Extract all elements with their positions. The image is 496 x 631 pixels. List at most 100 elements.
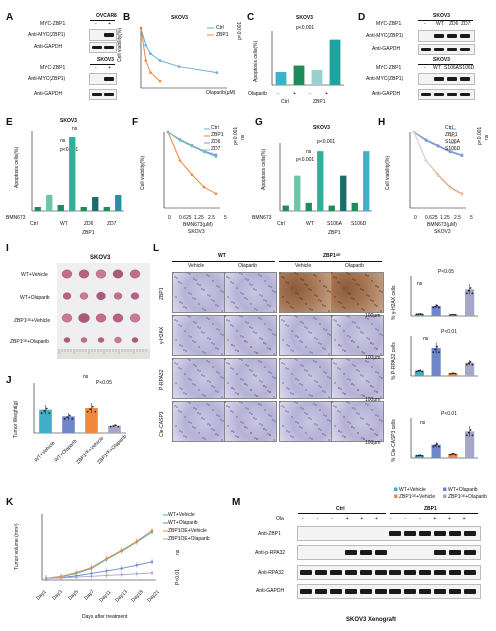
k-ns: ns	[175, 549, 181, 555]
m-band-2-3	[344, 570, 357, 575]
nucleus	[208, 275, 210, 277]
nucleus	[203, 418, 205, 420]
nucleus	[328, 396, 330, 398]
nucleus	[331, 272, 333, 274]
nucleus	[333, 276, 335, 278]
nucleus	[339, 368, 341, 370]
nucleus	[310, 418, 312, 420]
dot-3-2	[469, 287, 472, 289]
nucleus	[202, 394, 204, 396]
nucleus	[180, 368, 182, 370]
nucleus	[226, 276, 228, 278]
m-sign-3: +	[345, 516, 349, 522]
nucleus	[290, 306, 292, 308]
m-band-2-11	[463, 570, 476, 575]
nucleus	[237, 393, 239, 395]
nucleus	[323, 371, 325, 373]
nucleus	[206, 274, 208, 276]
f-ns: ns	[240, 134, 246, 140]
g-title: SKOV3	[313, 125, 330, 131]
nucleus	[198, 389, 200, 391]
nucleus	[315, 404, 317, 406]
f-legend-zd6: ZD6	[211, 139, 221, 145]
nucleus	[272, 333, 274, 335]
nucleus	[322, 390, 324, 392]
h-legend-s106d: S106D	[445, 146, 461, 152]
l-col-2: Olaparib	[238, 263, 257, 269]
dot-2-2	[91, 405, 94, 408]
e-group-zd7: ZD7	[107, 221, 117, 227]
nucleus	[240, 378, 242, 380]
l-col-4: Olaparib	[345, 263, 364, 269]
data-point-3-3	[448, 186, 452, 190]
nucleus	[314, 380, 316, 382]
nucleus	[287, 368, 289, 370]
nucleus	[308, 288, 310, 290]
nucleus	[320, 386, 322, 388]
nucleus	[376, 391, 378, 393]
nucleus	[291, 373, 293, 375]
nucleus	[221, 396, 223, 398]
nucleus	[347, 421, 349, 423]
nucleus	[269, 434, 271, 436]
nucleus	[268, 414, 270, 416]
ihc-image-0-1	[224, 272, 277, 313]
nucleus	[261, 295, 263, 297]
nucleus	[318, 385, 320, 387]
k-legend-3: ZBP1OE+Vehicle	[168, 528, 207, 534]
ihc-image-3-2	[279, 401, 332, 442]
k-xtick-4: Day7	[83, 589, 96, 602]
nucleus	[218, 329, 220, 331]
nucleus	[192, 383, 194, 385]
nucleus	[236, 287, 238, 289]
nucleus	[263, 385, 265, 387]
f-legend-zd7: ZD7	[211, 146, 221, 152]
nucleus	[226, 405, 228, 407]
panel-label-b: B	[123, 12, 131, 23]
nucleus	[263, 342, 265, 344]
nucleus	[253, 288, 255, 290]
nucleus	[207, 337, 209, 339]
nucleus	[265, 300, 267, 302]
d-blot-3	[418, 73, 475, 85]
series-line-1	[45, 561, 153, 579]
bar-2	[85, 408, 98, 433]
nucleus	[372, 429, 374, 431]
ihc-image-3-1	[224, 401, 277, 442]
nucleus	[325, 415, 327, 417]
nucleus	[328, 310, 330, 312]
dot-3-0	[109, 425, 112, 428]
m-row-1: Anti-ZBP1	[258, 531, 281, 537]
m-band-3-8	[419, 589, 432, 594]
nucleus	[193, 278, 195, 280]
panel-label-l: L	[153, 243, 160, 254]
nucleus	[354, 279, 356, 281]
nucleus	[343, 416, 345, 418]
nucleus	[221, 439, 223, 441]
nucleus	[344, 393, 346, 395]
tumor-1-4	[130, 292, 140, 300]
nucleus	[282, 425, 284, 427]
nucleus	[268, 285, 270, 287]
dot-1-0	[63, 417, 66, 420]
nucleus	[227, 382, 229, 384]
nucleus	[319, 409, 321, 411]
nucleus	[295, 421, 297, 423]
nucleus	[346, 315, 348, 317]
nucleus	[204, 438, 206, 440]
nucleus	[181, 345, 183, 347]
nucleus	[365, 360, 367, 362]
nucleus	[352, 321, 354, 323]
m-sign-11: +	[462, 516, 466, 522]
nucleus	[172, 401, 174, 403]
nucleus	[380, 396, 382, 398]
nucleus	[204, 352, 206, 354]
m-band-3-2	[329, 589, 342, 594]
dot-2-3	[454, 372, 457, 375]
nucleus	[363, 352, 365, 354]
m-row-4: Anti-GAPDH	[256, 588, 285, 594]
tumor-1-0	[62, 292, 72, 300]
nucleus	[246, 341, 248, 343]
nucleus	[181, 388, 183, 390]
nucleus	[220, 376, 222, 378]
